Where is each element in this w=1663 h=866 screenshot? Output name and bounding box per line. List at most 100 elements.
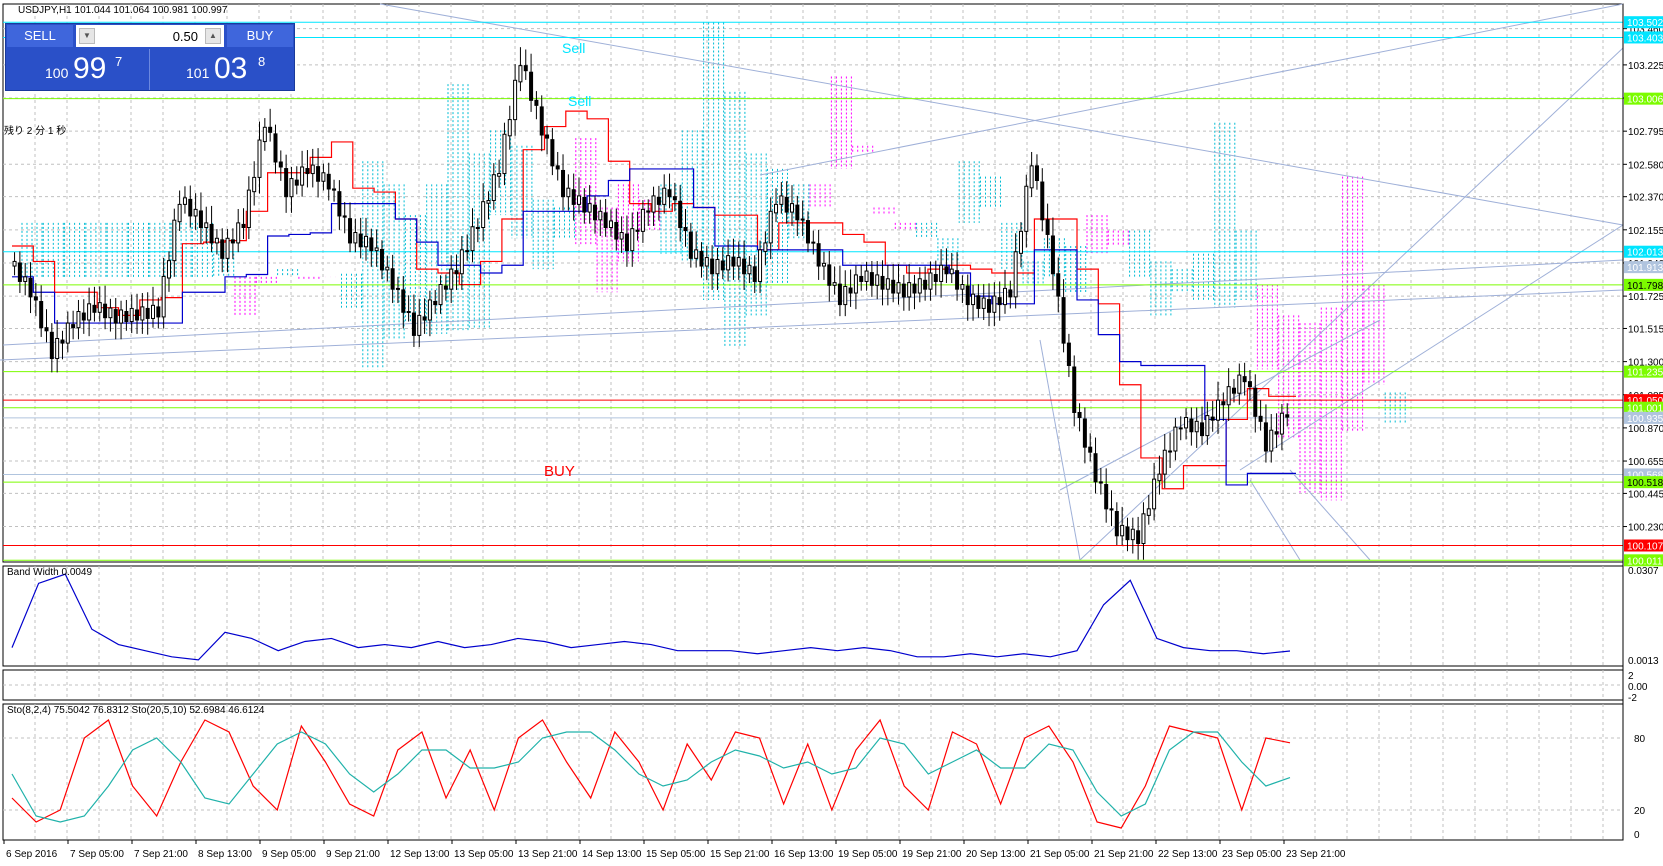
candle-body <box>896 282 901 294</box>
candle-body <box>1247 381 1252 388</box>
candle-body <box>992 295 997 313</box>
buy-price-prefix: 101 <box>186 65 210 81</box>
candle-body <box>955 270 960 290</box>
buy-price[interactable]: 101 03 8 <box>152 49 294 90</box>
candle-body <box>944 266 949 275</box>
candle-body <box>103 303 108 319</box>
candle-body <box>1061 297 1066 344</box>
time-axis: 6 Sep 2016 7 Sep 05:00 7 Sep 21:00 8 Sep 13… <box>3 840 1346 860</box>
candle-body <box>161 275 166 318</box>
candle-body <box>129 307 134 323</box>
candle-body <box>768 210 773 244</box>
lot-size-field: ▼ ▲ <box>76 25 224 47</box>
time-tick-label: 13 Sep 05:00 <box>454 849 514 860</box>
sell-signal-mid: Sell <box>568 93 591 109</box>
candle-body <box>843 285 848 306</box>
candle-body <box>853 274 858 294</box>
candle-body <box>401 289 406 313</box>
candle-body <box>923 279 928 290</box>
candle-body <box>486 200 491 204</box>
candle-body <box>385 266 390 271</box>
candle-body <box>885 278 890 290</box>
buy-signal: BUY <box>544 463 575 480</box>
candle-body <box>694 249 699 259</box>
candle-body <box>97 302 102 313</box>
price-label-box <box>1624 411 1663 424</box>
candle-body <box>981 297 986 309</box>
candle-body <box>1003 287 1008 306</box>
candle-body <box>987 299 992 313</box>
candle-body <box>555 165 560 170</box>
candle-body <box>805 220 810 244</box>
candle-body <box>1237 374 1242 394</box>
candle-body <box>1263 422 1268 452</box>
time-tick-label: 19 Sep 21:00 <box>902 849 962 860</box>
candle-body <box>379 248 384 271</box>
candle-body <box>1082 418 1087 448</box>
candle-body <box>917 278 922 294</box>
candle-body <box>1136 530 1141 545</box>
sell-price[interactable]: 100 99 7 <box>7 49 150 90</box>
axis-tick-label: 100.445 <box>1628 489 1663 500</box>
candle-body <box>656 196 661 205</box>
chart-title: USDJPY,H1 101.044 101.064 100.981 100.99… <box>18 5 228 16</box>
candle-body <box>321 172 326 182</box>
candle-body <box>869 272 874 286</box>
candle-body <box>209 223 214 244</box>
lot-decrease-icon[interactable]: ▼ <box>79 28 95 44</box>
candle-body <box>960 284 965 290</box>
candle-body <box>619 232 624 240</box>
candle-body <box>33 296 38 301</box>
candle-body <box>289 178 294 198</box>
candle-body <box>358 233 363 248</box>
sell-button[interactable]: SELL <box>7 25 73 47</box>
candle-body <box>108 307 113 319</box>
buy-button[interactable]: BUY <box>227 25 293 47</box>
candle-body <box>1279 412 1284 435</box>
candle-body <box>1077 411 1082 418</box>
candle-body <box>395 287 400 290</box>
candle-body <box>561 169 566 198</box>
candle-body <box>1216 399 1221 421</box>
axis-tick-label: 100.870 <box>1628 424 1663 435</box>
candle-body <box>278 161 283 168</box>
candle-body <box>933 274 938 282</box>
lot-increase-icon[interactable]: ▲ <box>205 28 221 44</box>
candle-body <box>891 279 896 294</box>
bandwidth-bottom-label: 0.0013 <box>1628 656 1659 667</box>
candle-body <box>1045 219 1050 235</box>
candle-body <box>406 311 411 314</box>
candle-body <box>1008 289 1013 298</box>
candle-body <box>71 324 76 329</box>
axis-tick-label: 103.460 <box>1628 25 1663 36</box>
candle-body <box>491 174 496 202</box>
candle-body <box>1013 251 1018 298</box>
time-tick-label: 21 Sep 05:00 <box>1030 849 1090 860</box>
candle-body <box>832 282 837 286</box>
middle-panel-label: 0.00 <box>1628 682 1648 693</box>
price-label: 100.107 <box>1627 542 1663 553</box>
candle-body <box>827 264 832 286</box>
candle-body <box>715 258 720 275</box>
candle-body <box>348 218 353 244</box>
candle-body <box>518 65 523 83</box>
candle-body <box>507 119 512 137</box>
candle-body <box>459 249 464 275</box>
candle-body <box>1253 387 1258 417</box>
candle-body <box>816 243 821 267</box>
candle-body <box>198 210 203 229</box>
stochastic-label: Sto(8,2,4) 75.5042 76.8312 Sto(20,5,10) … <box>7 705 265 716</box>
price-label-box <box>1624 539 1663 552</box>
candle-body <box>577 195 582 205</box>
price-label-box <box>1624 554 1663 567</box>
trend-line <box>1039 339 1081 561</box>
price-label-box <box>1624 365 1663 378</box>
candle-body <box>901 283 906 298</box>
candle-body <box>113 309 118 324</box>
candle-body <box>1120 524 1125 537</box>
lot-size-input[interactable] <box>98 27 198 45</box>
candle-body <box>305 168 310 175</box>
candle-body <box>1189 418 1194 433</box>
candle-body <box>603 212 608 229</box>
